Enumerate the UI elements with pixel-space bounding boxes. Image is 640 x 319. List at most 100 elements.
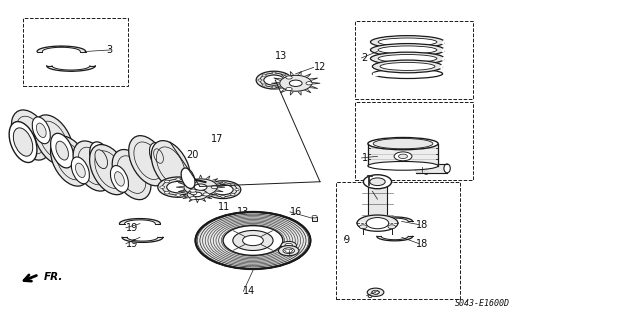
Text: 2: 2: [362, 53, 368, 63]
Ellipse shape: [368, 161, 438, 170]
Text: 7: 7: [378, 194, 384, 204]
Circle shape: [278, 246, 299, 256]
Polygon shape: [202, 187, 205, 190]
Polygon shape: [207, 194, 214, 195]
Ellipse shape: [378, 38, 437, 46]
Circle shape: [289, 80, 302, 86]
Polygon shape: [309, 86, 317, 88]
Polygon shape: [183, 190, 189, 192]
Polygon shape: [357, 215, 398, 223]
Text: 13: 13: [275, 51, 287, 61]
Ellipse shape: [76, 163, 85, 178]
Text: 14: 14: [243, 286, 255, 296]
Circle shape: [272, 72, 276, 74]
Polygon shape: [280, 75, 312, 91]
Circle shape: [243, 235, 263, 246]
Ellipse shape: [371, 36, 445, 48]
Polygon shape: [304, 74, 311, 78]
Ellipse shape: [372, 60, 443, 73]
Ellipse shape: [90, 145, 129, 195]
Polygon shape: [180, 194, 188, 195]
Ellipse shape: [112, 150, 151, 200]
Text: 19: 19: [126, 223, 138, 233]
Ellipse shape: [9, 122, 37, 162]
Circle shape: [221, 196, 225, 198]
Bar: [23, 18, 129, 86]
Ellipse shape: [444, 164, 451, 173]
Polygon shape: [140, 156, 159, 168]
Circle shape: [359, 225, 367, 229]
Polygon shape: [368, 144, 438, 166]
Circle shape: [367, 288, 384, 296]
Polygon shape: [205, 176, 210, 180]
Circle shape: [158, 177, 198, 197]
Circle shape: [203, 193, 209, 196]
Polygon shape: [81, 159, 101, 170]
Polygon shape: [47, 66, 95, 71]
Polygon shape: [205, 190, 212, 192]
Ellipse shape: [173, 167, 186, 186]
Ellipse shape: [129, 136, 168, 186]
Polygon shape: [274, 86, 282, 88]
Polygon shape: [304, 89, 311, 93]
Circle shape: [195, 212, 310, 269]
Circle shape: [364, 175, 392, 189]
Circle shape: [388, 225, 396, 229]
Circle shape: [194, 184, 207, 190]
Text: 16: 16: [290, 207, 302, 217]
Circle shape: [286, 79, 290, 81]
Circle shape: [366, 218, 388, 229]
Ellipse shape: [12, 125, 35, 160]
Circle shape: [282, 84, 286, 86]
Polygon shape: [211, 179, 218, 182]
Circle shape: [211, 184, 215, 186]
Polygon shape: [189, 187, 193, 190]
Polygon shape: [368, 182, 387, 226]
Bar: [312, 217, 317, 221]
Ellipse shape: [17, 133, 29, 152]
Polygon shape: [271, 82, 280, 84]
Ellipse shape: [36, 123, 46, 137]
Circle shape: [312, 215, 317, 218]
Circle shape: [211, 194, 215, 196]
Circle shape: [223, 226, 283, 255]
Circle shape: [190, 197, 196, 200]
Ellipse shape: [371, 44, 445, 56]
Polygon shape: [184, 192, 190, 196]
Polygon shape: [101, 159, 120, 179]
Circle shape: [191, 180, 197, 183]
Ellipse shape: [32, 117, 51, 144]
Text: 13: 13: [237, 207, 249, 217]
Polygon shape: [191, 176, 196, 180]
Text: 20: 20: [186, 150, 198, 160]
Circle shape: [399, 154, 408, 159]
Circle shape: [187, 191, 192, 194]
Text: 19: 19: [126, 239, 138, 249]
Polygon shape: [291, 71, 294, 76]
Polygon shape: [280, 74, 287, 78]
Polygon shape: [23, 130, 42, 142]
Circle shape: [164, 191, 170, 194]
Circle shape: [193, 192, 202, 197]
Ellipse shape: [380, 63, 435, 70]
Text: 6: 6: [422, 167, 428, 177]
Polygon shape: [191, 194, 196, 198]
Circle shape: [272, 86, 276, 88]
Polygon shape: [184, 179, 190, 182]
Polygon shape: [377, 236, 413, 241]
Polygon shape: [159, 156, 179, 176]
Polygon shape: [211, 192, 218, 196]
Ellipse shape: [51, 136, 90, 186]
Circle shape: [192, 186, 196, 189]
Circle shape: [394, 152, 412, 161]
Ellipse shape: [154, 149, 163, 163]
Text: 18: 18: [416, 239, 428, 249]
Polygon shape: [377, 217, 413, 221]
Polygon shape: [120, 168, 140, 179]
Circle shape: [289, 80, 302, 86]
Circle shape: [283, 248, 294, 254]
Circle shape: [281, 241, 296, 249]
Polygon shape: [178, 182, 186, 185]
Polygon shape: [122, 237, 163, 242]
Ellipse shape: [378, 46, 437, 54]
